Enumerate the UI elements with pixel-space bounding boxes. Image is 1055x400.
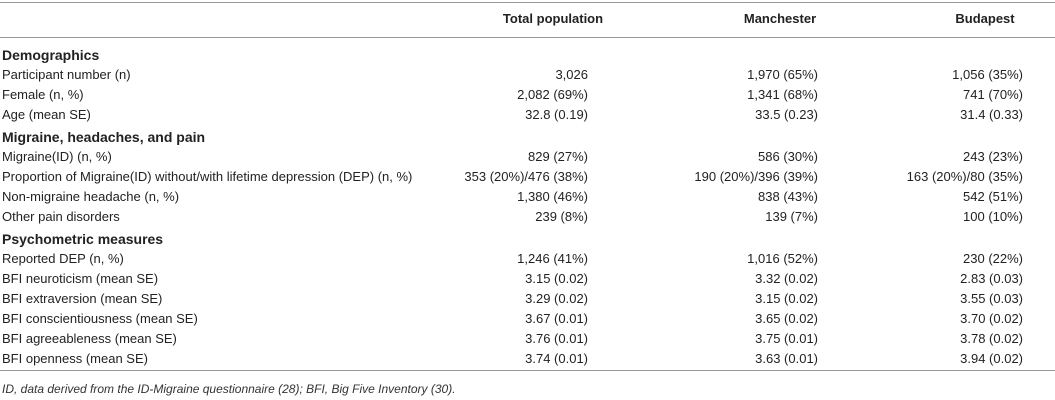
cell: 230 (22%) bbox=[963, 251, 1023, 266]
cell: 586 (30%) bbox=[758, 149, 818, 164]
row-label: Other pain disorders bbox=[2, 209, 120, 224]
row-label: BFI extraversion (mean SE) bbox=[2, 291, 163, 306]
cell: 239 (8%) bbox=[535, 209, 588, 224]
cell: 1,970 (65%) bbox=[747, 67, 818, 82]
top-rule bbox=[0, 2, 1055, 3]
section-title: Psychometric measures bbox=[2, 231, 164, 247]
cell: 3.94 (0.02) bbox=[960, 351, 1023, 366]
cell: 2.83 (0.03) bbox=[960, 271, 1023, 286]
cell: 3.55 (0.03) bbox=[960, 291, 1023, 306]
cell: 31.4 (0.33) bbox=[960, 107, 1023, 122]
header-rule bbox=[0, 37, 1055, 38]
bottom-rule bbox=[0, 370, 1055, 371]
cell: 190 (20%)/396 (39%) bbox=[694, 169, 818, 184]
row-label: BFI conscientiousness (mean SE) bbox=[2, 311, 198, 326]
row-label: BFI neuroticism (mean SE) bbox=[2, 271, 159, 286]
cell: 3.29 (0.02) bbox=[525, 291, 588, 306]
row-label: Reported DEP (n, %) bbox=[2, 251, 124, 266]
row-label: Age (mean SE) bbox=[2, 107, 91, 122]
cell: 3.76 (0.01) bbox=[525, 331, 588, 346]
row-label: Non-migraine headache (n, %) bbox=[2, 189, 180, 204]
cell: 3.75 (0.01) bbox=[755, 331, 818, 346]
column-header: Total population bbox=[502, 11, 604, 26]
cell: 3.15 (0.02) bbox=[755, 291, 818, 306]
cell: 243 (23%) bbox=[963, 149, 1023, 164]
cell: 139 (7%) bbox=[765, 209, 818, 224]
column-header: Manchester bbox=[743, 11, 817, 26]
cell: 3.15 (0.02) bbox=[525, 271, 588, 286]
row-label: Migraine(ID) (n, %) bbox=[2, 149, 112, 164]
cell: 3,026 bbox=[555, 67, 588, 82]
cell: 163 (20%)/80 (35%) bbox=[906, 169, 1023, 184]
row-label: Proportion of Migraine(ID) without/with … bbox=[2, 169, 413, 184]
column-header: Budapest bbox=[955, 11, 1015, 26]
cell: 542 (51%) bbox=[963, 189, 1023, 204]
cell: 353 (20%)/476 (38%) bbox=[464, 169, 588, 184]
cell: 3.63 (0.01) bbox=[755, 351, 818, 366]
cell: 3.67 (0.01) bbox=[525, 311, 588, 326]
row-label: BFI agreeableness (mean SE) bbox=[2, 331, 177, 346]
section-title: Demographics bbox=[2, 47, 100, 63]
cell: 1,380 (46%) bbox=[517, 189, 588, 204]
cell: 2,082 (69%) bbox=[517, 87, 588, 102]
footnote: ID, data derived from the ID-Migraine qu… bbox=[2, 382, 456, 396]
cell: 32.8 (0.19) bbox=[525, 107, 588, 122]
cell: 100 (10%) bbox=[963, 209, 1023, 224]
cell: 3.32 (0.02) bbox=[755, 271, 818, 286]
row-label: Female (n, %) bbox=[2, 87, 84, 102]
row-label: Participant number (n) bbox=[2, 67, 131, 82]
cell: 1,056 (35%) bbox=[952, 67, 1023, 82]
cell: 3.65 (0.02) bbox=[755, 311, 818, 326]
cell: 1,341 (68%) bbox=[747, 87, 818, 102]
cell: 3.74 (0.01) bbox=[525, 351, 588, 366]
cell: 3.70 (0.02) bbox=[960, 311, 1023, 326]
cell: 1,016 (52%) bbox=[747, 251, 818, 266]
cell: 33.5 (0.23) bbox=[755, 107, 818, 122]
cell: 829 (27%) bbox=[528, 149, 588, 164]
section-title: Migraine, headaches, and pain bbox=[2, 129, 206, 145]
cell: 741 (70%) bbox=[963, 87, 1023, 102]
cell: 3.78 (0.02) bbox=[960, 331, 1023, 346]
cell: 838 (43%) bbox=[758, 189, 818, 204]
row-label: BFI openness (mean SE) bbox=[2, 351, 148, 366]
cell: 1,246 (41%) bbox=[517, 251, 588, 266]
